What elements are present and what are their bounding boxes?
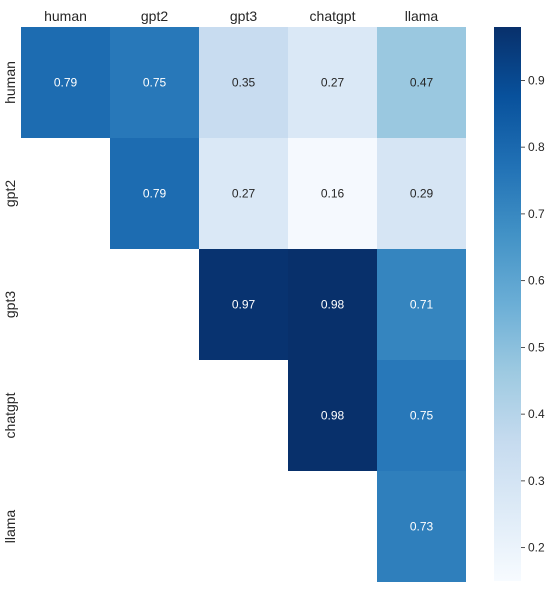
heatmap-cell-gpt2-llama	[377, 138, 466, 249]
colorbar-tick-label: 0.9	[528, 73, 545, 87]
heatmap-cell-gpt3-chatgpt	[288, 249, 377, 360]
cell-value-label: 0.71	[410, 298, 434, 312]
cell-value-label: 0.73	[410, 520, 434, 534]
colorbar-ticks: 0.2 0.3 0.4 0.5 0.6 0.7 0.8 0.9	[521, 73, 545, 555]
cell-value-label: 0.75	[143, 76, 167, 90]
cell-value-label: 0.29	[410, 187, 434, 201]
heatmap-cell-gpt2-gpt2	[110, 138, 199, 249]
cell-value-label: 0.98	[321, 298, 345, 312]
cell-value-label: 0.47	[410, 76, 434, 90]
colorbar-tick-label: 0.8	[528, 140, 545, 154]
column-label-chatgpt: chatgpt	[310, 8, 356, 24]
row-label-chatgpt: chatgpt	[2, 392, 18, 438]
column-label-gpt3: gpt3	[230, 8, 257, 24]
heatmap-cell-human-gpt2	[110, 27, 199, 138]
cell-value-label: 0.27	[232, 187, 256, 201]
heatmap-cell-gpt2-gpt3	[199, 138, 288, 249]
heatmap-cell-llama-llama	[377, 471, 466, 582]
colorbar-tick-label: 0.4	[528, 407, 545, 421]
column-label-gpt2: gpt2	[141, 8, 168, 24]
cell-value-label: 0.35	[232, 76, 256, 90]
cell-value-label: 0.75	[410, 409, 434, 423]
heatmap-cell-human-gpt3	[199, 27, 288, 138]
heatmap-cells: 0.79 0.75 0.35 0.27 0.47 0.79 0.27 0.16 0.29 0.97…	[21, 27, 466, 582]
row-label-human: human	[2, 61, 18, 104]
cell-value-label: 0.79	[54, 76, 78, 90]
colorbar-tick-label: 0.7	[528, 207, 545, 221]
heatmap-cell-human-chatgpt	[288, 27, 377, 138]
colorbar-tick-label: 0.6	[528, 274, 545, 288]
row-label-llama: llama	[2, 510, 18, 544]
colorbar-tick-label: 0.2	[528, 541, 545, 555]
column-label-llama: llama	[405, 8, 439, 24]
colorbar-tick-label: 0.3	[528, 474, 545, 488]
row-labels: human gpt2 gpt3 chatgpt llama	[2, 61, 18, 543]
heatmap-cell-chatgpt-chatgpt	[288, 360, 377, 471]
cell-value-label: 0.27	[321, 76, 345, 90]
column-label-human: human	[44, 8, 87, 24]
heatmap-cell-chatgpt-llama	[377, 360, 466, 471]
column-labels: human gpt2 gpt3 chatgpt llama	[44, 8, 438, 24]
colorbar	[494, 27, 521, 581]
cell-value-label: 0.79	[143, 187, 167, 201]
heatmap-cell-gpt3-llama	[377, 249, 466, 360]
heatmap-cell-human-human	[21, 27, 110, 138]
colorbar-gradient	[494, 27, 521, 581]
heatmap-cell-gpt2-chatgpt	[288, 138, 377, 249]
cell-value-label: 0.16	[321, 187, 345, 201]
cell-value-label: 0.97	[232, 298, 256, 312]
colorbar-tick-label: 0.5	[528, 340, 545, 354]
cell-value-label: 0.98	[321, 409, 345, 423]
row-label-gpt3: gpt3	[2, 291, 18, 318]
heatmap-cell-gpt3-gpt3	[199, 249, 288, 360]
heatmap-cell-human-llama	[377, 27, 466, 138]
row-label-gpt2: gpt2	[2, 180, 18, 207]
